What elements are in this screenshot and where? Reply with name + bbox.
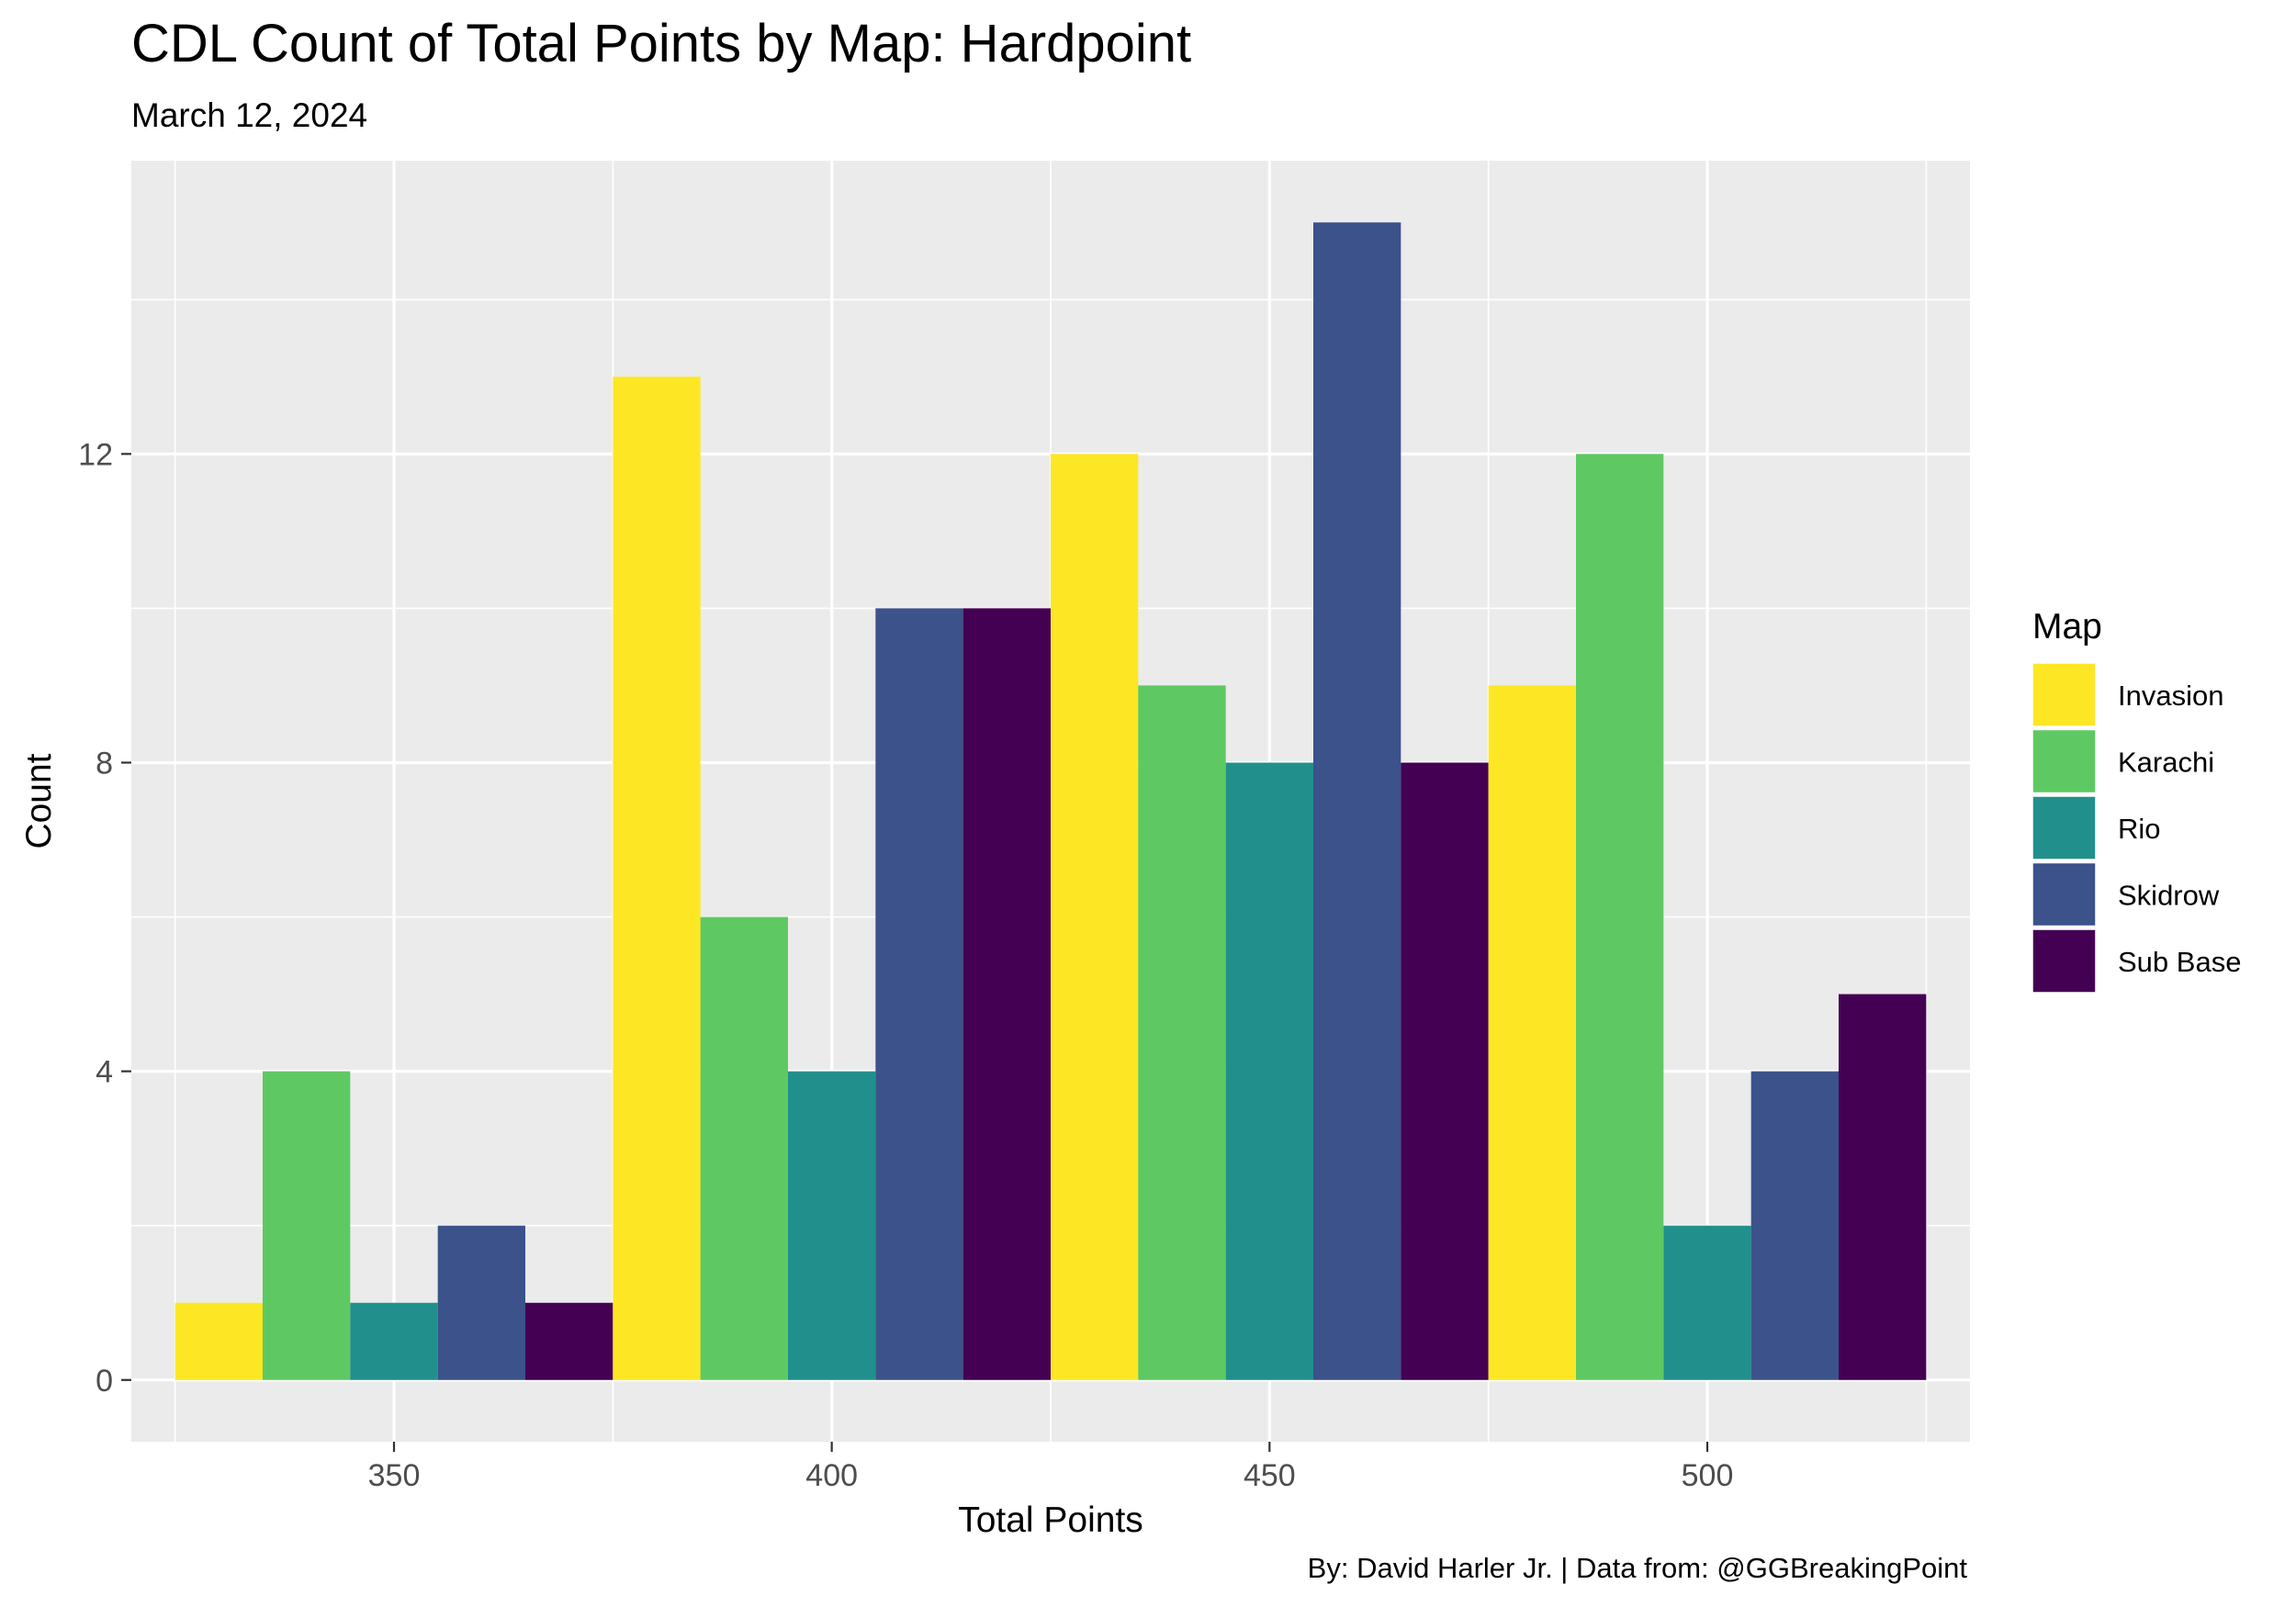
bar-karachi [1576,454,1664,1380]
legend-key-sub-base [2032,928,2097,994]
bar-sub-base [1839,994,1927,1380]
legend-title: Map [2032,607,2102,646]
bar-invasion [174,1302,263,1380]
legend-label: Sub Base [2118,946,2241,978]
bar-karachi [1138,685,1226,1380]
bar-invasion [1488,685,1576,1380]
bar-sub-base [525,1302,613,1380]
legend: Map Invasion Karachi Rio Skidrow Sub Base [2032,607,2241,994]
y-tick-label: 12 [78,437,113,472]
bar-sub-base [1401,762,1489,1380]
bar-skidrow [1750,1071,1839,1380]
bar-skidrow [875,608,963,1380]
legend-key-rio [2032,795,2097,860]
legend-label: Invasion [2118,680,2223,712]
x-tick-label: 450 [1244,1458,1296,1493]
legend-key-skidrow [2032,861,2097,927]
bar-rio [788,1071,876,1380]
chart-subtitle: March 12, 2024 [131,96,368,134]
x-axis-title: Total Points [958,1500,1143,1540]
y-axis-title: Count [19,753,59,848]
legend-label: Karachi [2118,747,2214,779]
x-tick-label: 350 [368,1458,421,1493]
bar-karachi [263,1071,351,1380]
chart-caption: By: David Harler Jr. | Data from: @GGBre… [1307,1552,1967,1584]
bar-rio [1663,1225,1751,1380]
legend-label: Skidrow [2118,880,2220,912]
y-tick-label: 4 [96,1055,113,1090]
chart-title: CDL Count of Total Points by Map: Hardpo… [131,14,1192,73]
x-tick-label: 500 [1682,1458,1734,1493]
bar-skidrow [437,1225,525,1380]
x-tick-label: 400 [805,1458,858,1493]
bar-rio [1225,762,1313,1380]
y-tick-label: 8 [96,746,113,781]
legend-key-karachi [2032,728,2097,794]
y-tick-label: 0 [96,1364,113,1399]
bar-karachi [700,916,788,1380]
bar-sub-base [962,608,1051,1380]
bar-invasion [613,376,701,1380]
bar-skidrow [1313,222,1401,1380]
legend-key-invasion [2032,662,2097,727]
bar-rio [350,1302,438,1380]
bar-invasion [1051,454,1139,1380]
legend-label: Rio [2118,813,2161,845]
